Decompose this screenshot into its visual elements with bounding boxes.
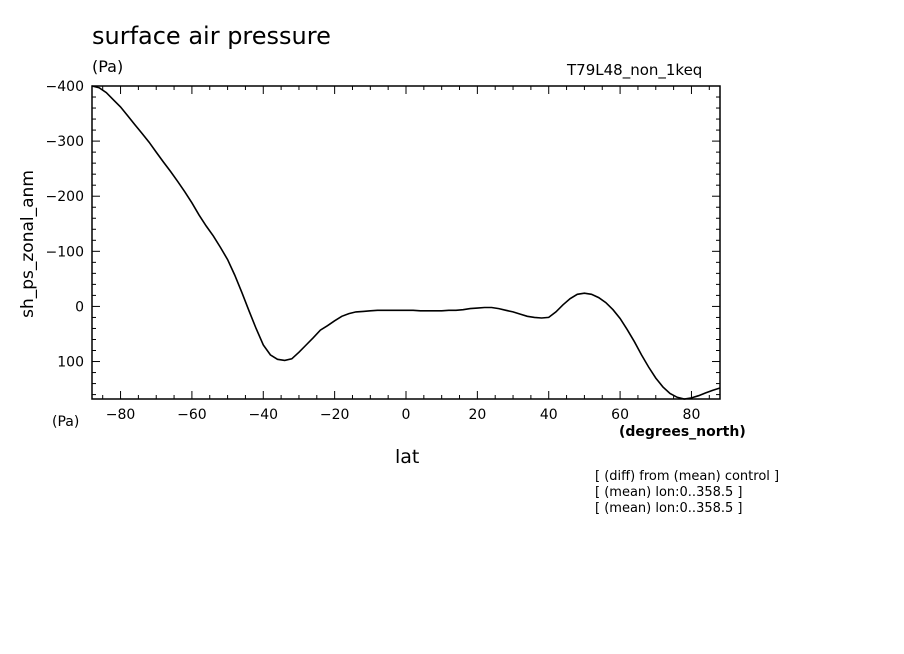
x-tick-label: 40 [540, 407, 558, 423]
x-tick-label: 0 [402, 407, 411, 423]
x-tick-label: 80 [683, 407, 701, 423]
y-tick-label: 0 [75, 299, 84, 315]
x-tick-label: −80 [106, 407, 136, 423]
series-line [91, 85, 721, 400]
x-axis-label: lat [395, 446, 420, 468]
note-line: [ (mean) lon:0..358.5 ] [595, 485, 743, 500]
chart-title: surface air pressure [92, 22, 331, 50]
x-tick-label: −40 [248, 407, 278, 423]
x-tick-label: 60 [611, 407, 629, 423]
x-tick-label: −20 [320, 407, 350, 423]
run-label: T79L48_non_1keq [567, 61, 703, 79]
title-unit: (Pa) [92, 57, 124, 76]
y-axis-unit: (Pa) [52, 414, 80, 430]
notes-block: [ (diff) from (mean) control ] [ (mean) … [595, 469, 779, 517]
x-axis-unit: (degrees_north) [619, 424, 746, 440]
y-tick-label: −100 [46, 244, 84, 260]
y-tick-label: −300 [46, 134, 84, 150]
note-line: [ (mean) lon:0..358.5 ] [595, 501, 743, 516]
x-tick-label: 20 [468, 407, 486, 423]
y-tick-label: 100 [57, 355, 84, 371]
axis-ticks [92, 85, 720, 399]
y-tick-label: −400 [46, 79, 84, 95]
axis-tick-labels: −80 −60 −40 −20 0 20 40 60 80−400−300−200−100010… [46, 79, 701, 423]
plot-frame [91, 85, 721, 400]
x-tick-label: −60 [177, 407, 207, 423]
y-tick-label: −200 [46, 189, 84, 205]
note-line: [ (diff) from (mean) control ] [595, 469, 780, 484]
